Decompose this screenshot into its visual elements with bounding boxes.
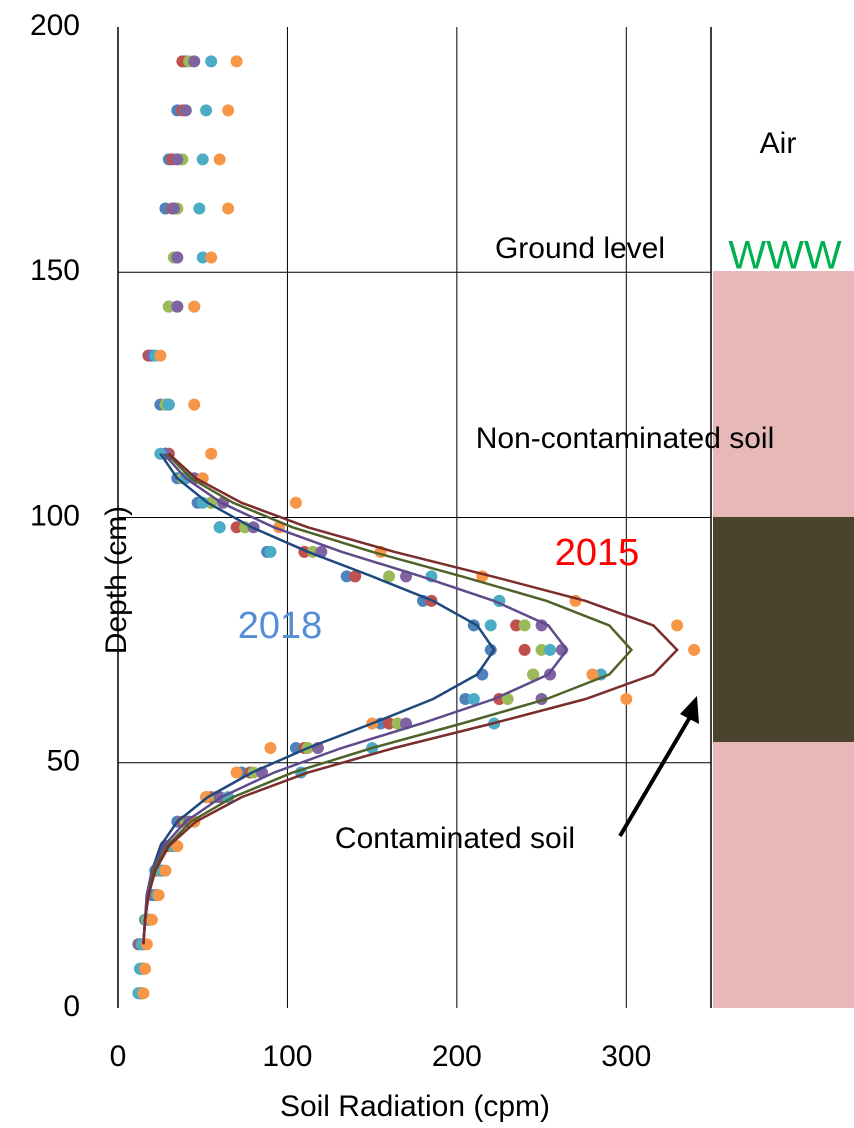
data-point: [188, 300, 201, 313]
data-point: [139, 962, 152, 975]
y-tick-label: 50: [47, 745, 80, 778]
annotation: Non-contaminated soil: [476, 422, 775, 455]
annotation: Air: [760, 127, 797, 160]
x-tick-label: 300: [601, 1040, 651, 1073]
data-point: [620, 692, 633, 705]
data-point: [467, 692, 480, 705]
y-axis-label: Depth (cm): [100, 506, 133, 654]
data-point: [264, 545, 277, 558]
data-point: [484, 619, 497, 632]
fit-curve: [142, 452, 496, 945]
data-point: [205, 55, 218, 68]
data-point: [459, 692, 472, 705]
data-point: [230, 55, 243, 68]
x-tick-label: 200: [432, 1040, 482, 1073]
annotation: Ground level: [495, 232, 665, 265]
data-point: [196, 251, 209, 264]
data-point: [230, 766, 243, 779]
data-point: [222, 202, 235, 215]
data-point: [349, 570, 362, 583]
data-point: [171, 251, 184, 264]
y-tick-label: 100: [30, 499, 80, 532]
data-point: [391, 717, 404, 730]
arrow-head: [680, 696, 699, 724]
data-point: [179, 104, 192, 117]
data-point: [171, 840, 184, 853]
data-point: [188, 55, 201, 68]
data-point: [527, 668, 540, 681]
data-point: [544, 668, 557, 681]
y-tick-label: 0: [63, 990, 80, 1023]
data-point: [264, 742, 277, 755]
data-point: [213, 521, 226, 534]
data-point: [289, 496, 302, 509]
data-point: [145, 913, 158, 926]
data-point: [159, 864, 172, 877]
y-tick-label: 200: [30, 9, 80, 42]
data-point: [152, 889, 165, 902]
arrow: [618, 710, 695, 838]
fit-curve: [142, 452, 569, 945]
data-point: [222, 104, 235, 117]
data-point: [196, 153, 209, 166]
data-point: [518, 619, 531, 632]
contaminated-layer: [713, 517, 854, 742]
y-tick-label: 150: [30, 254, 80, 287]
data-point: [188, 398, 201, 411]
x-axis-label: Soil Radiation (cpm): [280, 1090, 550, 1123]
data-point: [484, 643, 497, 656]
data-point: [137, 987, 150, 1000]
data-point: [200, 104, 213, 117]
data-point: [213, 153, 226, 166]
annotation: 2018: [238, 605, 323, 647]
data-point: [383, 717, 396, 730]
data-point: [205, 251, 218, 264]
data-point: [518, 643, 531, 656]
data-point: [154, 349, 167, 362]
data-point: [167, 202, 180, 215]
data-point: [162, 300, 175, 313]
data-point: [171, 153, 184, 166]
data-point: [193, 202, 206, 215]
data-point: [501, 692, 514, 705]
data-point: [171, 300, 184, 313]
data-point: [383, 570, 396, 583]
annotation: 2015: [555, 532, 640, 574]
data-point: [586, 668, 599, 681]
fit-curve: [142, 452, 679, 945]
data-point: [205, 447, 218, 460]
data-point: [340, 570, 353, 583]
data-point: [688, 643, 701, 656]
data-point: [162, 398, 175, 411]
annotation: WWW: [728, 234, 842, 278]
data-point: [671, 619, 684, 632]
fit-curve: [142, 452, 634, 945]
data-point: [230, 521, 243, 534]
data-point: [544, 643, 557, 656]
annotation: Contaminated soil: [335, 822, 575, 855]
data-point: [535, 643, 548, 656]
data-point: [510, 619, 523, 632]
x-tick-label: 100: [262, 1040, 312, 1073]
x-tick-label: 0: [110, 1040, 127, 1073]
